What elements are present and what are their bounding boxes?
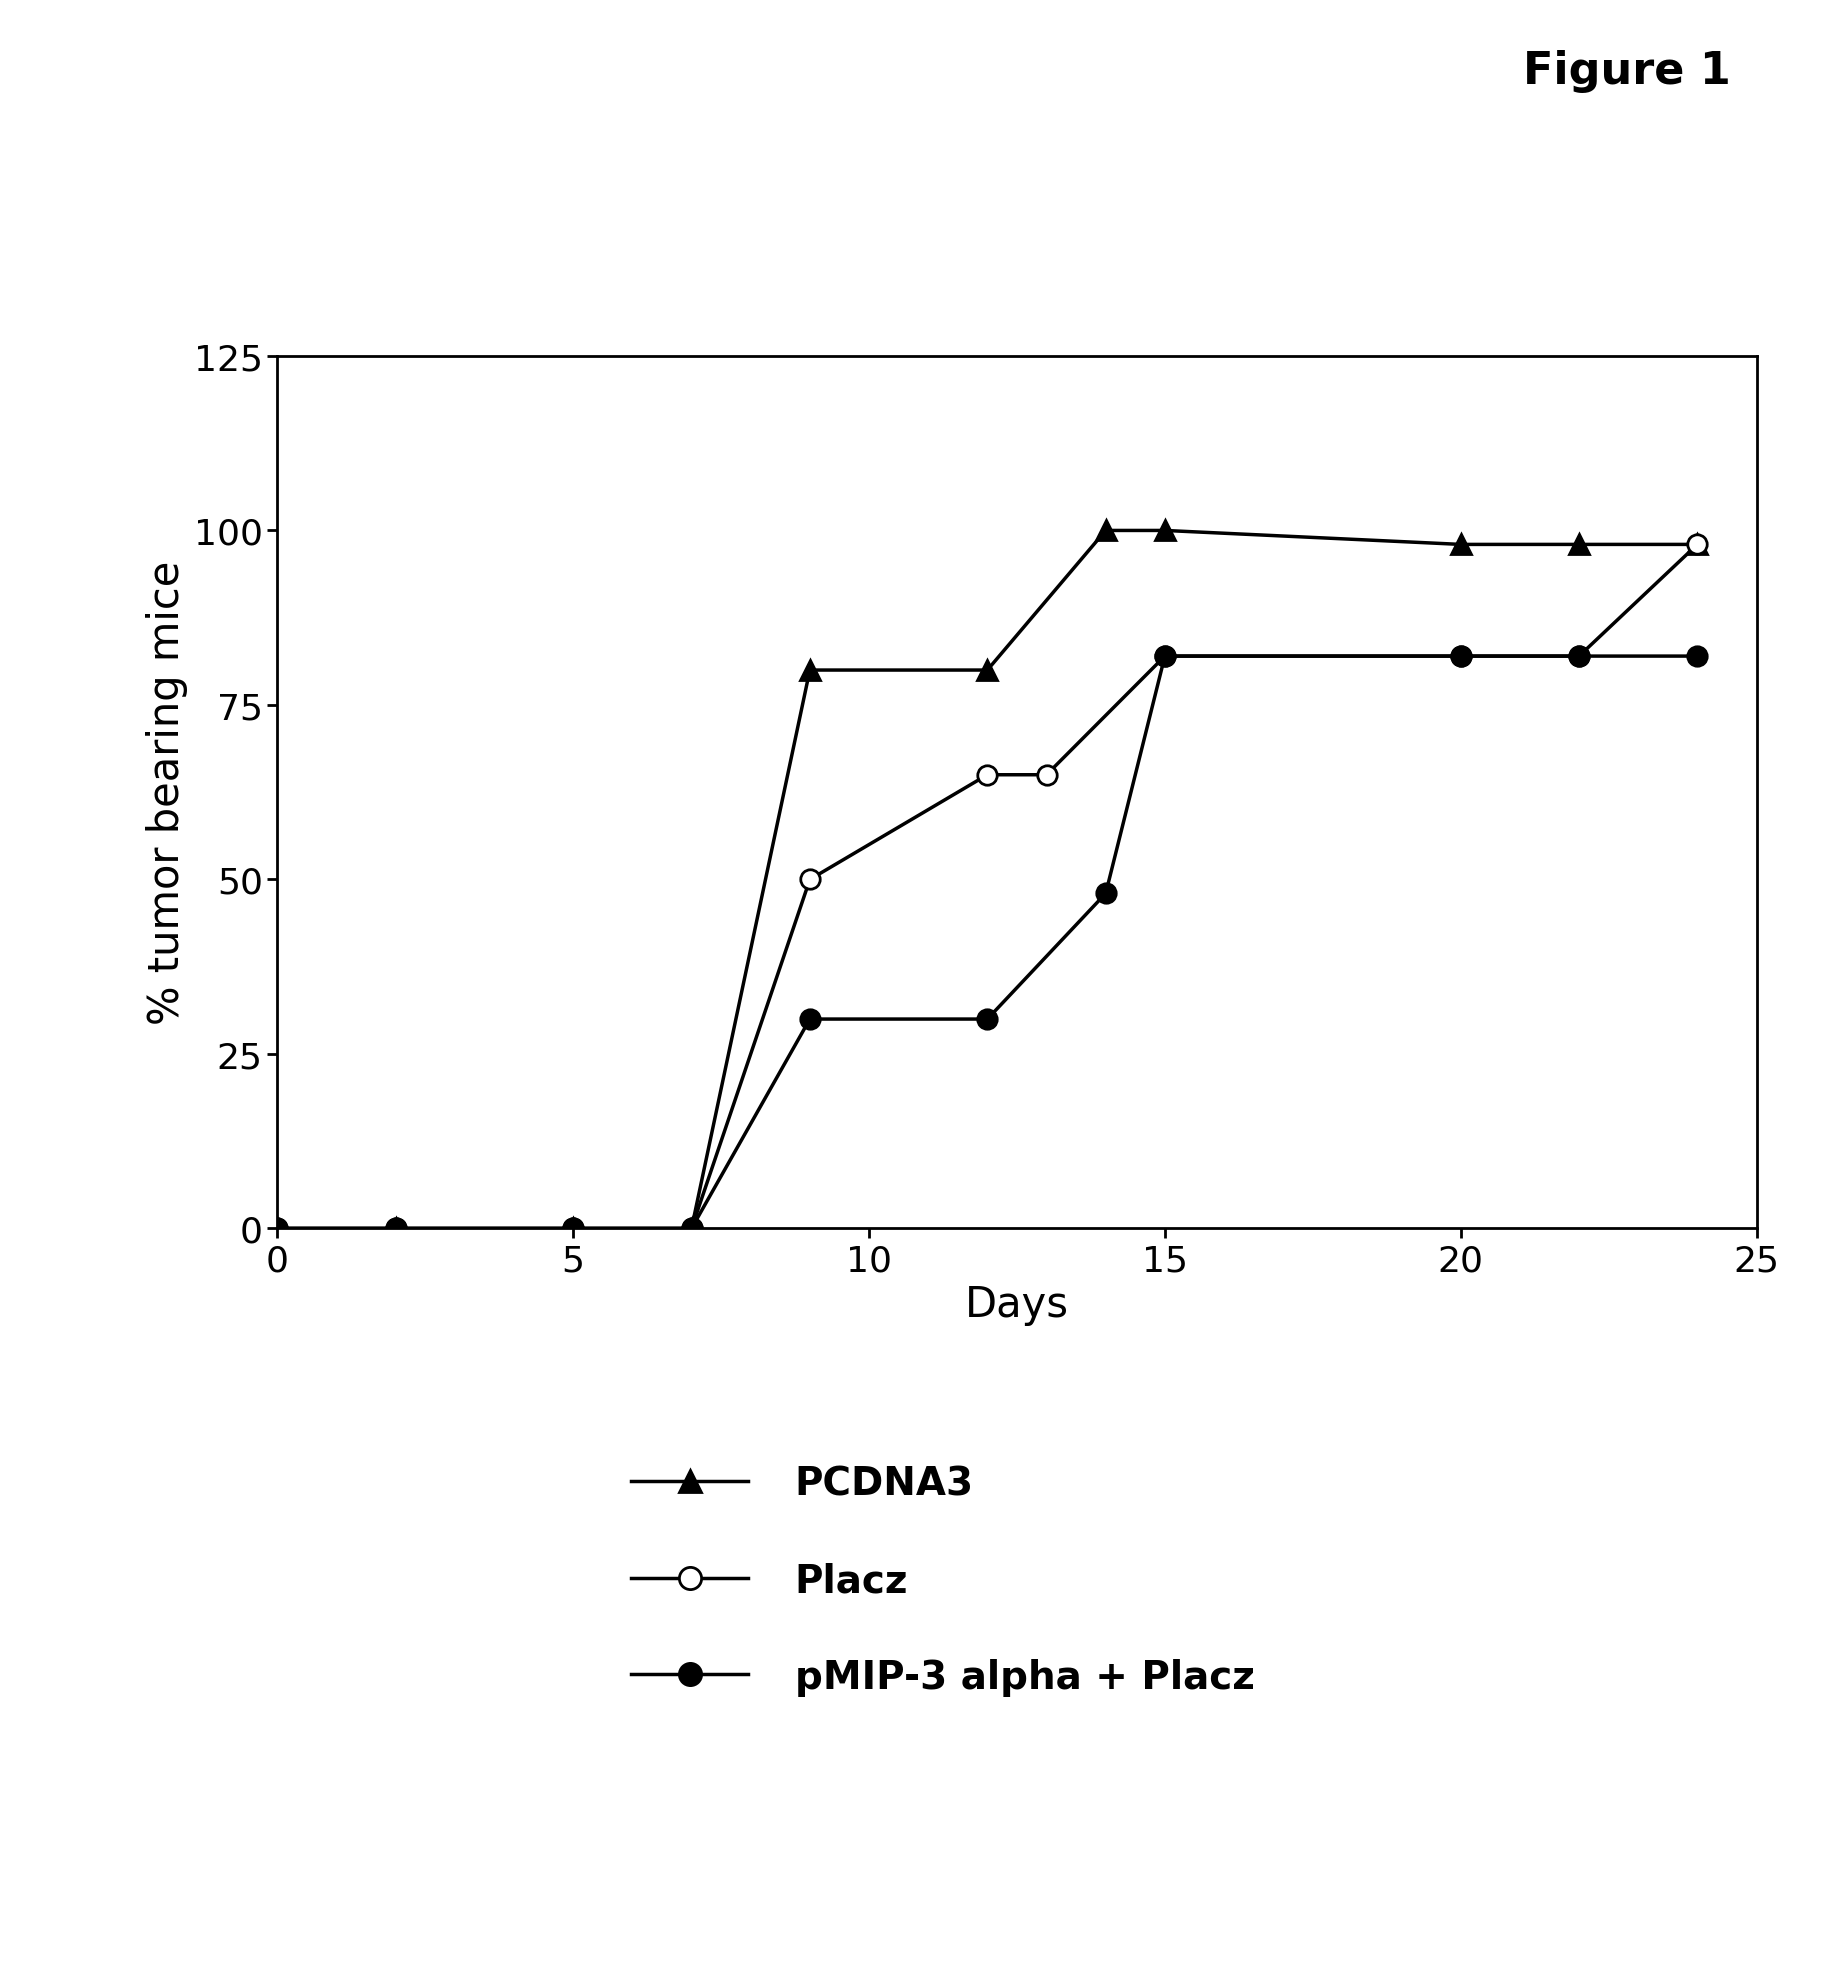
PCDNA3 bbox=[1567, 533, 1589, 557]
pMIP-3 alpha + Placz bbox=[1153, 644, 1175, 668]
Line: pMIP-3 alpha + Placz: pMIP-3 alpha + Placz bbox=[268, 646, 1706, 1239]
Placz bbox=[1567, 644, 1589, 668]
pMIP-3 alpha + Placz bbox=[1567, 644, 1589, 668]
PCDNA3 bbox=[976, 658, 998, 682]
Placz bbox=[1153, 644, 1175, 668]
Placz bbox=[680, 1217, 702, 1241]
Y-axis label: % tumor bearing mice: % tumor bearing mice bbox=[146, 561, 188, 1025]
PCDNA3 bbox=[798, 658, 821, 682]
Placz bbox=[1449, 644, 1471, 668]
pMIP-3 alpha + Placz bbox=[1449, 644, 1471, 668]
pMIP-3 alpha + Placz bbox=[1094, 882, 1116, 906]
pMIP-3 alpha + Placz bbox=[1685, 644, 1708, 668]
PCDNA3 bbox=[1449, 533, 1471, 557]
Placz bbox=[384, 1217, 407, 1241]
pMIP-3 alpha + Placz bbox=[798, 1007, 821, 1031]
pMIP-3 alpha + Placz bbox=[680, 1217, 702, 1241]
PCDNA3 bbox=[1685, 533, 1708, 557]
pMIP-3 alpha + Placz bbox=[384, 1217, 407, 1241]
PCDNA3 bbox=[562, 1217, 584, 1241]
Placz bbox=[266, 1217, 288, 1241]
PCDNA3 bbox=[384, 1217, 407, 1241]
pMIP-3 alpha + Placz bbox=[562, 1217, 584, 1241]
PCDNA3 bbox=[1153, 519, 1175, 543]
Text: Figure 1: Figure 1 bbox=[1523, 50, 1730, 93]
PCDNA3 bbox=[1094, 519, 1116, 543]
Line: PCDNA3: PCDNA3 bbox=[268, 521, 1706, 1239]
pMIP-3 alpha + Placz bbox=[976, 1007, 998, 1031]
PCDNA3 bbox=[680, 1217, 702, 1241]
Placz bbox=[1035, 763, 1057, 787]
Placz bbox=[798, 868, 821, 892]
pMIP-3 alpha + Placz bbox=[266, 1217, 288, 1241]
X-axis label: Days: Days bbox=[965, 1282, 1068, 1324]
PCDNA3 bbox=[266, 1217, 288, 1241]
Placz bbox=[976, 763, 998, 787]
Line: Placz: Placz bbox=[268, 535, 1706, 1239]
Placz bbox=[1685, 533, 1708, 557]
Placz bbox=[562, 1217, 584, 1241]
Legend: PCDNA3, Placz, pMIP-3 alpha + Placz: PCDNA3, Placz, pMIP-3 alpha + Placz bbox=[612, 1445, 1273, 1714]
